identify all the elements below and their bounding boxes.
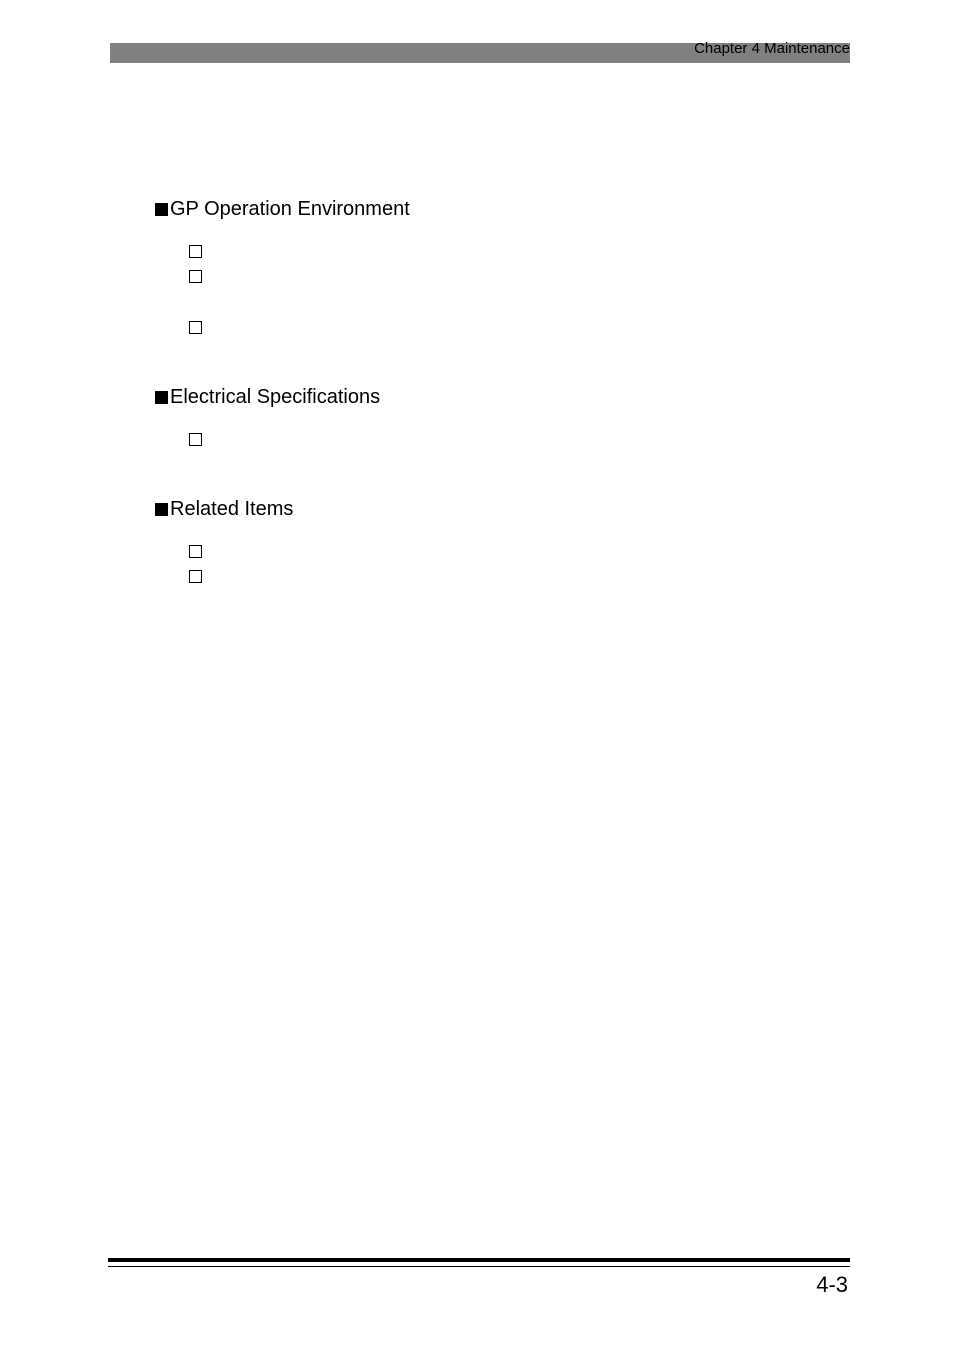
- checkbox-icon: [189, 245, 202, 258]
- checkbox-row: [155, 245, 850, 258]
- footer-rule-thick: [108, 1258, 850, 1262]
- content-area: GP Operation Environment Electrical Spec…: [155, 198, 850, 635]
- square-bullet-icon: [155, 391, 168, 404]
- page-number: 4-3: [816, 1272, 848, 1298]
- checkbox-row: [155, 270, 850, 283]
- section-gp-operation-environment: GP Operation Environment: [155, 198, 850, 334]
- section-title: Electrical Specifications: [170, 386, 380, 409]
- header-chapter-text: Chapter 4 Maintenance: [694, 40, 850, 57]
- checkbox-row: [155, 433, 850, 446]
- section-electrical-specifications: Electrical Specifications: [155, 386, 850, 446]
- checkbox-row: [155, 570, 850, 583]
- section-title: GP Operation Environment: [170, 198, 410, 221]
- section-header: Related Items: [155, 498, 850, 521]
- section-related-items: Related Items: [155, 498, 850, 583]
- checkbox-icon: [189, 545, 202, 558]
- checkbox-icon: [189, 433, 202, 446]
- checkbox-icon: [189, 270, 202, 283]
- square-bullet-icon: [155, 203, 168, 216]
- section-header: Electrical Specifications: [155, 386, 850, 409]
- square-bullet-icon: [155, 503, 168, 516]
- section-title: Related Items: [170, 498, 293, 521]
- checkbox-icon: [189, 321, 202, 334]
- document-page: Chapter 4 Maintenance GP Operation Envir…: [0, 0, 954, 1348]
- footer-rule-thin: [108, 1266, 850, 1267]
- checkbox-row: [155, 545, 850, 558]
- section-header: GP Operation Environment: [155, 198, 850, 221]
- checkbox-row: [155, 321, 850, 334]
- checkbox-icon: [189, 570, 202, 583]
